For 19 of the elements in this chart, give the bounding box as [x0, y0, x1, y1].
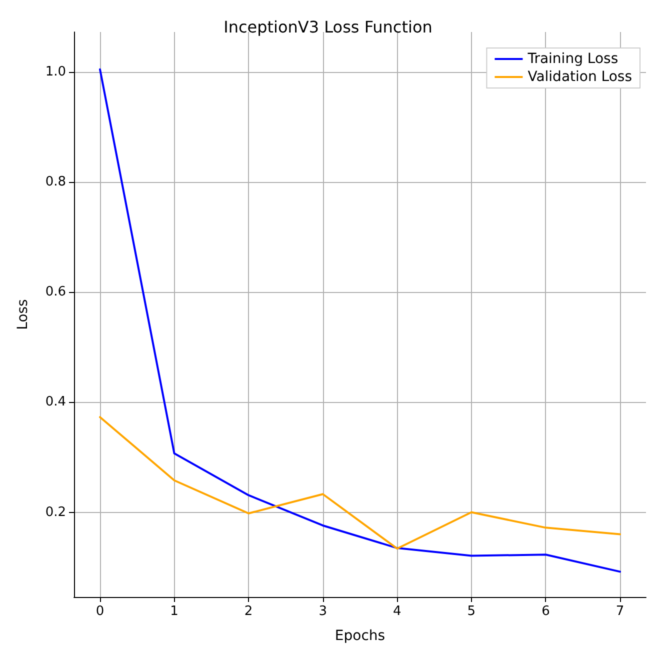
x-tick-label: 0 [96, 604, 104, 619]
x-tick-label: 6 [542, 604, 550, 619]
x-tick-label: 1 [170, 604, 178, 619]
chart-title: InceptionV3 Loss Function [224, 18, 432, 36]
line-series [99, 416, 621, 550]
y-tick-label: 0.4 [45, 394, 66, 410]
x-tick-label: 7 [616, 604, 624, 619]
y-tick-label: 0.8 [45, 174, 66, 190]
y-axis-title: Loss [15, 299, 31, 330]
x-tick-label: 5 [467, 604, 476, 619]
y-tick-label: 0.6 [45, 284, 66, 300]
legend-label: Validation Loss [528, 69, 632, 85]
legend-label: Training Loss [526, 51, 618, 67]
x-axis-title: Epochs [334, 628, 386, 644]
x-tick-label: 2 [244, 604, 253, 619]
y-tick-label: 0.2 [45, 504, 66, 520]
x-tick-label: 4 [393, 604, 402, 619]
x-tick-label: 3 [318, 604, 327, 619]
y-tick-label: 1.0 [45, 64, 66, 80]
